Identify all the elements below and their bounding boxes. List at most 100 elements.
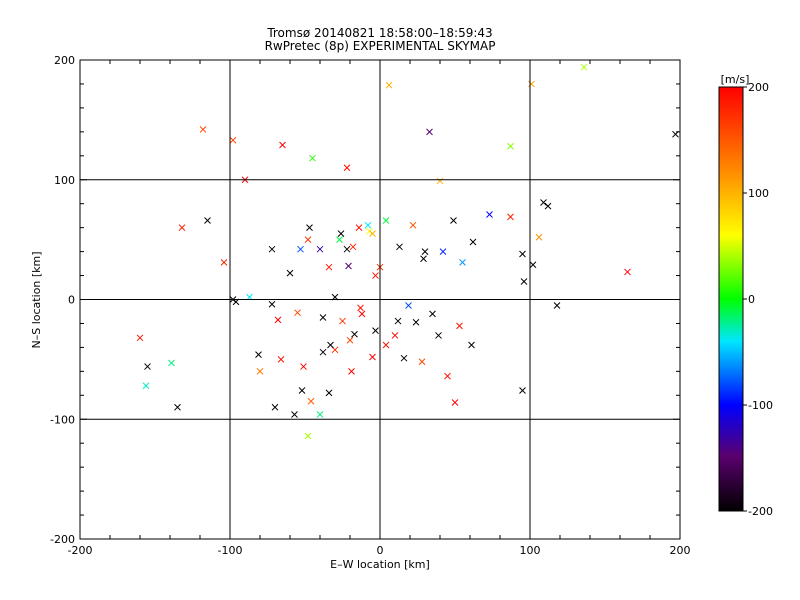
x-tick-label: -200: [68, 544, 93, 557]
cross-marker: [142, 382, 150, 390]
y-tick-label: 200: [54, 54, 75, 67]
cross-marker: [355, 224, 363, 232]
cross-marker: [382, 217, 390, 224]
cross-marker: [535, 233, 543, 241]
cross-marker: [420, 255, 427, 263]
cross-marker: [279, 141, 286, 149]
cross-marker: [580, 63, 588, 71]
colorbar-tick-label: 100: [748, 187, 769, 200]
cross-marker: [325, 389, 333, 397]
scatter-points: [136, 63, 679, 440]
cross-marker: [444, 372, 451, 380]
axes: -200 -100 0 100 200 -200 -100 0 100 200: [50, 54, 690, 557]
cross-marker: [316, 411, 324, 418]
cross-marker: [349, 243, 357, 251]
cross-marker: [255, 351, 262, 358]
cross-marker: [385, 81, 393, 89]
cross-marker: [519, 250, 526, 258]
cross-marker: [319, 314, 327, 321]
cross-marker: [369, 230, 376, 237]
cross-marker: [346, 336, 354, 344]
cross-marker: [394, 317, 402, 325]
cross-marker: [553, 302, 561, 309]
chart-title: Tromsø 20140821 18:58:00–18:59:43: [266, 26, 492, 40]
colorbar: 200 100 0 -100 -200: [718, 81, 773, 518]
cross-marker: [298, 387, 306, 394]
cross-marker: [507, 213, 514, 221]
cross-marker: [439, 248, 447, 255]
cross-marker: [271, 403, 279, 411]
cross-marker: [306, 224, 313, 232]
cross-marker: [520, 278, 528, 285]
cross-marker: [325, 263, 333, 271]
cross-marker: [300, 363, 307, 370]
cross-marker: [421, 248, 429, 255]
cross-marker: [220, 259, 228, 266]
cross-marker: [229, 136, 237, 144]
cross-marker: [364, 221, 372, 229]
cross-marker: [174, 403, 181, 411]
x-axis-label: E–W location [km]: [330, 558, 430, 571]
cross-marker: [400, 354, 408, 362]
cross-marker: [268, 300, 276, 308]
cross-marker: [136, 334, 144, 342]
cross-marker: [382, 341, 390, 349]
cross-marker: [316, 245, 324, 253]
cross-marker: [358, 310, 366, 318]
cross-marker: [409, 221, 417, 229]
y-tick-label: -100: [50, 413, 75, 426]
cross-marker: [468, 341, 475, 349]
cross-marker: [372, 327, 379, 334]
cross-marker: [256, 367, 264, 375]
cross-marker: [297, 245, 304, 253]
cross-marker: [456, 322, 463, 330]
cross-marker: [348, 367, 355, 375]
cross-marker: [327, 341, 334, 349]
cross-marker: [486, 211, 493, 218]
cross-marker: [199, 126, 207, 133]
cross-marker: [204, 217, 211, 224]
cross-marker: [294, 309, 301, 317]
colorbar-tick-label: 0: [748, 293, 755, 306]
cross-marker: [529, 261, 537, 269]
cross-marker: [351, 330, 358, 338]
y-axis-label: N–S location [km]: [30, 251, 43, 348]
grid-lines: [80, 60, 680, 539]
cross-marker: [391, 332, 399, 339]
cross-marker: [405, 302, 412, 309]
colorbar-tick-label: -100: [748, 399, 773, 412]
cross-marker: [369, 353, 376, 361]
x-tick-label: 0: [377, 544, 384, 557]
cross-marker: [304, 236, 312, 243]
cross-marker: [418, 358, 426, 366]
cross-marker: [343, 245, 351, 253]
cross-marker: [291, 411, 298, 418]
cross-marker: [469, 238, 477, 246]
cross-marker: [372, 272, 379, 279]
y-tick-label: 100: [54, 174, 75, 187]
cross-marker: [343, 164, 351, 172]
cross-marker: [436, 177, 444, 185]
cross-marker: [307, 397, 315, 405]
y-tick-label: 0: [68, 294, 75, 307]
cross-marker: [277, 356, 285, 363]
cross-marker: [459, 259, 466, 266]
cross-marker: [144, 363, 151, 370]
cross-marker: [274, 316, 282, 324]
cross-marker: [337, 230, 345, 237]
cross-marker: [544, 202, 552, 210]
x-tick-label: 200: [670, 544, 691, 557]
x-tick-label: 100: [520, 544, 541, 557]
x-tick-label: -100: [218, 544, 243, 557]
cross-marker: [412, 318, 420, 326]
cross-marker: [624, 268, 631, 276]
cross-marker: [304, 432, 312, 440]
cross-marker: [426, 128, 433, 136]
cross-marker: [450, 217, 457, 224]
cross-marker: [178, 224, 186, 232]
cross-marker: [435, 332, 442, 339]
cross-marker: [451, 399, 459, 406]
cross-marker: [268, 245, 276, 253]
cross-marker: [286, 269, 294, 277]
cross-marker: [357, 304, 364, 312]
